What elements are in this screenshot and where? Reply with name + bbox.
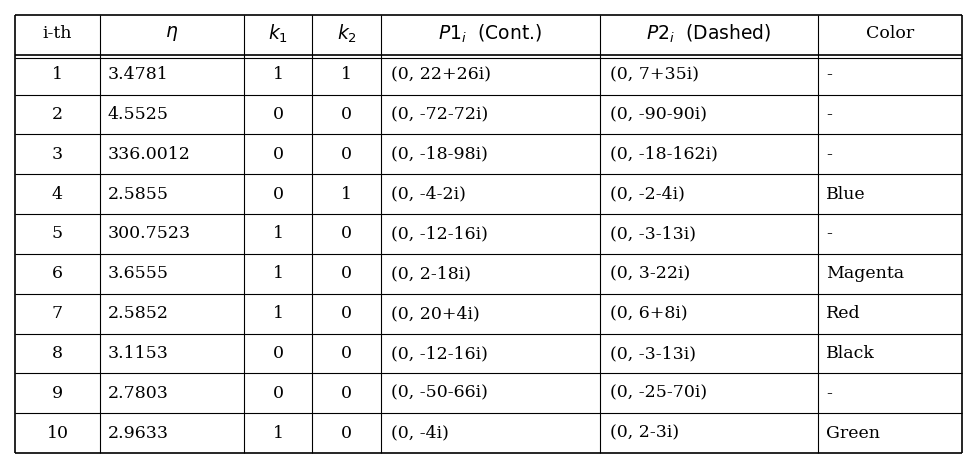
Text: -: - <box>827 226 832 242</box>
Text: 5: 5 <box>52 226 64 242</box>
Text: 10: 10 <box>47 424 68 442</box>
Text: 336.0012: 336.0012 <box>107 146 191 163</box>
Text: (0, -12-16i): (0, -12-16i) <box>391 226 488 242</box>
Text: 0: 0 <box>273 186 283 203</box>
Text: (0, -90-90i): (0, -90-90i) <box>610 106 706 123</box>
Text: (0, -25-70i): (0, -25-70i) <box>610 385 706 402</box>
Text: 1: 1 <box>273 305 283 322</box>
Text: 3.4781: 3.4781 <box>107 66 169 83</box>
Text: Magenta: Magenta <box>827 265 905 282</box>
Text: 4: 4 <box>52 186 63 203</box>
Text: 1: 1 <box>273 66 283 83</box>
Text: (0, -4i): (0, -4i) <box>391 424 449 442</box>
Text: (0, -18-98i): (0, -18-98i) <box>391 146 488 163</box>
Text: (0, 22+26i): (0, 22+26i) <box>391 66 491 83</box>
Text: -: - <box>827 146 832 163</box>
Text: 2.7803: 2.7803 <box>107 385 169 402</box>
Text: Red: Red <box>827 305 861 322</box>
Text: 2.5855: 2.5855 <box>107 186 169 203</box>
Text: Blue: Blue <box>827 186 866 203</box>
Text: $P1_i$  (Cont.): $P1_i$ (Cont.) <box>439 23 542 45</box>
Text: 1: 1 <box>273 265 283 282</box>
Text: (0, 3-22i): (0, 3-22i) <box>610 265 690 282</box>
Text: 0: 0 <box>273 385 283 402</box>
Text: 300.7523: 300.7523 <box>107 226 191 242</box>
Text: (0, 2-3i): (0, 2-3i) <box>610 424 679 442</box>
Text: 1: 1 <box>341 186 352 203</box>
Text: 1: 1 <box>273 424 283 442</box>
Text: (0, -3-13i): (0, -3-13i) <box>610 345 696 362</box>
Text: i-th: i-th <box>43 25 72 43</box>
Text: 3.1153: 3.1153 <box>107 345 169 362</box>
Text: 0: 0 <box>341 265 352 282</box>
Text: (0, -50-66i): (0, -50-66i) <box>391 385 488 402</box>
Text: 8: 8 <box>52 345 63 362</box>
Text: Black: Black <box>827 345 875 362</box>
Text: Green: Green <box>827 424 880 442</box>
Text: 1: 1 <box>341 66 352 83</box>
Text: 3: 3 <box>52 146 64 163</box>
Text: 2.5852: 2.5852 <box>107 305 169 322</box>
Text: 0: 0 <box>341 106 352 123</box>
Text: 0: 0 <box>273 345 283 362</box>
Text: $k_2$: $k_2$ <box>337 23 357 45</box>
Text: (0, -72-72i): (0, -72-72i) <box>391 106 488 123</box>
Text: 9: 9 <box>52 385 64 402</box>
Text: $k_1$: $k_1$ <box>268 23 288 45</box>
Text: (0, 6+8i): (0, 6+8i) <box>610 305 687 322</box>
Text: 0: 0 <box>341 424 352 442</box>
Text: (0, -18-162i): (0, -18-162i) <box>610 146 717 163</box>
Text: 0: 0 <box>341 226 352 242</box>
Text: 1: 1 <box>273 226 283 242</box>
Text: 0: 0 <box>341 146 352 163</box>
Text: 0: 0 <box>273 106 283 123</box>
Text: (0, 20+4i): (0, 20+4i) <box>391 305 480 322</box>
Text: 4.5525: 4.5525 <box>107 106 169 123</box>
Text: $P2_i$  (Dashed): $P2_i$ (Dashed) <box>646 23 772 45</box>
Text: 0: 0 <box>341 385 352 402</box>
Text: 1: 1 <box>52 66 63 83</box>
Text: -: - <box>827 385 832 402</box>
Text: 6: 6 <box>52 265 63 282</box>
Text: (0, -3-13i): (0, -3-13i) <box>610 226 696 242</box>
Text: 7: 7 <box>52 305 64 322</box>
Text: (0, -4-2i): (0, -4-2i) <box>391 186 466 203</box>
Text: $\eta$: $\eta$ <box>165 24 179 44</box>
Text: 2.9633: 2.9633 <box>107 424 169 442</box>
Text: Color: Color <box>866 25 914 43</box>
Text: (0, -2-4i): (0, -2-4i) <box>610 186 685 203</box>
Text: (0, 7+35i): (0, 7+35i) <box>610 66 699 83</box>
Text: 0: 0 <box>341 305 352 322</box>
Text: -: - <box>827 106 832 123</box>
Text: 0: 0 <box>341 345 352 362</box>
Text: 2: 2 <box>52 106 64 123</box>
Text: 0: 0 <box>273 146 283 163</box>
Text: (0, -12-16i): (0, -12-16i) <box>391 345 488 362</box>
Text: (0, 2-18i): (0, 2-18i) <box>391 265 471 282</box>
Text: 3.6555: 3.6555 <box>107 265 169 282</box>
Text: -: - <box>827 66 832 83</box>
